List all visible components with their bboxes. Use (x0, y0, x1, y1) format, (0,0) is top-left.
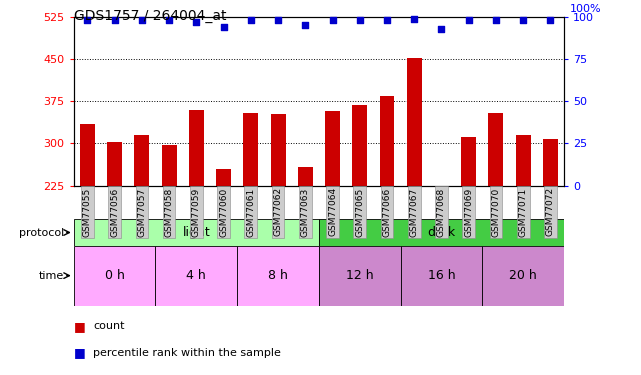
Text: GSM77063: GSM77063 (301, 188, 310, 237)
Text: dark: dark (428, 226, 456, 239)
Point (246, 17, 256, 23)
Bar (237, 246, 319, 306)
Text: GSM77072: GSM77072 (546, 188, 555, 237)
Text: GSM77055: GSM77055 (83, 188, 92, 237)
Text: 4 h: 4 h (187, 269, 206, 282)
Point (300, 22, 310, 28)
Point (82, 17, 92, 23)
Point (545, 17, 556, 23)
Text: GSM77060: GSM77060 (219, 188, 228, 237)
Text: GSM77069: GSM77069 (464, 188, 473, 237)
Point (219, 24, 229, 30)
Bar (407, 58, 422, 312)
Point (518, 17, 528, 23)
Text: 100%: 100% (570, 4, 601, 14)
Point (273, 17, 283, 23)
Point (463, 17, 474, 23)
Point (164, 17, 174, 23)
Text: 0 h: 0 h (104, 269, 124, 282)
Bar (155, 246, 237, 306)
Bar (271, 114, 285, 312)
Text: GSM77056: GSM77056 (110, 188, 119, 237)
Bar (162, 145, 176, 312)
Text: GSM77058: GSM77058 (165, 188, 174, 237)
Text: GSM77065: GSM77065 (355, 188, 364, 237)
Text: GDS1757 / 264004_at: GDS1757 / 264004_at (74, 9, 226, 23)
Text: GSM77061: GSM77061 (246, 188, 255, 237)
Text: time: time (38, 271, 64, 280)
Point (137, 17, 147, 23)
Text: count: count (93, 321, 124, 331)
Text: GSM77068: GSM77068 (437, 188, 446, 237)
Bar (434, 186, 449, 312)
Bar (482, 246, 564, 306)
Point (191, 19, 201, 25)
Bar (298, 167, 313, 312)
Bar (401, 246, 482, 306)
Bar (74, 219, 319, 246)
Bar (379, 96, 394, 312)
Text: GSM77064: GSM77064 (328, 188, 337, 237)
Text: GSM77067: GSM77067 (410, 188, 419, 237)
Bar (319, 246, 401, 306)
Bar (80, 124, 95, 312)
Point (437, 26, 447, 32)
Text: ■: ■ (74, 320, 85, 333)
Point (409, 15, 419, 21)
Text: 12 h: 12 h (346, 269, 374, 282)
Point (328, 17, 338, 23)
Text: 16 h: 16 h (428, 269, 455, 282)
Bar (543, 139, 558, 312)
Bar (516, 135, 531, 312)
Bar (325, 111, 340, 312)
Point (354, 17, 365, 23)
Text: ■: ■ (74, 346, 85, 359)
Bar (462, 137, 476, 312)
Bar (353, 105, 367, 312)
Bar (244, 112, 258, 312)
Bar (135, 135, 149, 312)
Text: protocol: protocol (19, 228, 64, 237)
Text: 20 h: 20 h (510, 269, 537, 282)
Text: GSM77057: GSM77057 (137, 188, 146, 237)
Text: GSM77071: GSM77071 (519, 188, 528, 237)
Text: GSM77062: GSM77062 (274, 188, 283, 237)
Bar (216, 169, 231, 312)
Bar (189, 110, 204, 312)
Bar (107, 142, 122, 312)
Point (110, 17, 120, 23)
Text: GSM77070: GSM77070 (492, 188, 501, 237)
Point (382, 17, 392, 23)
Text: light: light (183, 226, 210, 239)
Text: GSM77066: GSM77066 (383, 188, 392, 237)
Bar (319, 219, 564, 246)
Text: 8 h: 8 h (268, 269, 288, 282)
Text: GSM77059: GSM77059 (192, 188, 201, 237)
Text: percentile rank within the sample: percentile rank within the sample (93, 348, 281, 357)
Bar (74, 246, 155, 306)
Bar (488, 112, 503, 312)
Point (491, 17, 501, 23)
